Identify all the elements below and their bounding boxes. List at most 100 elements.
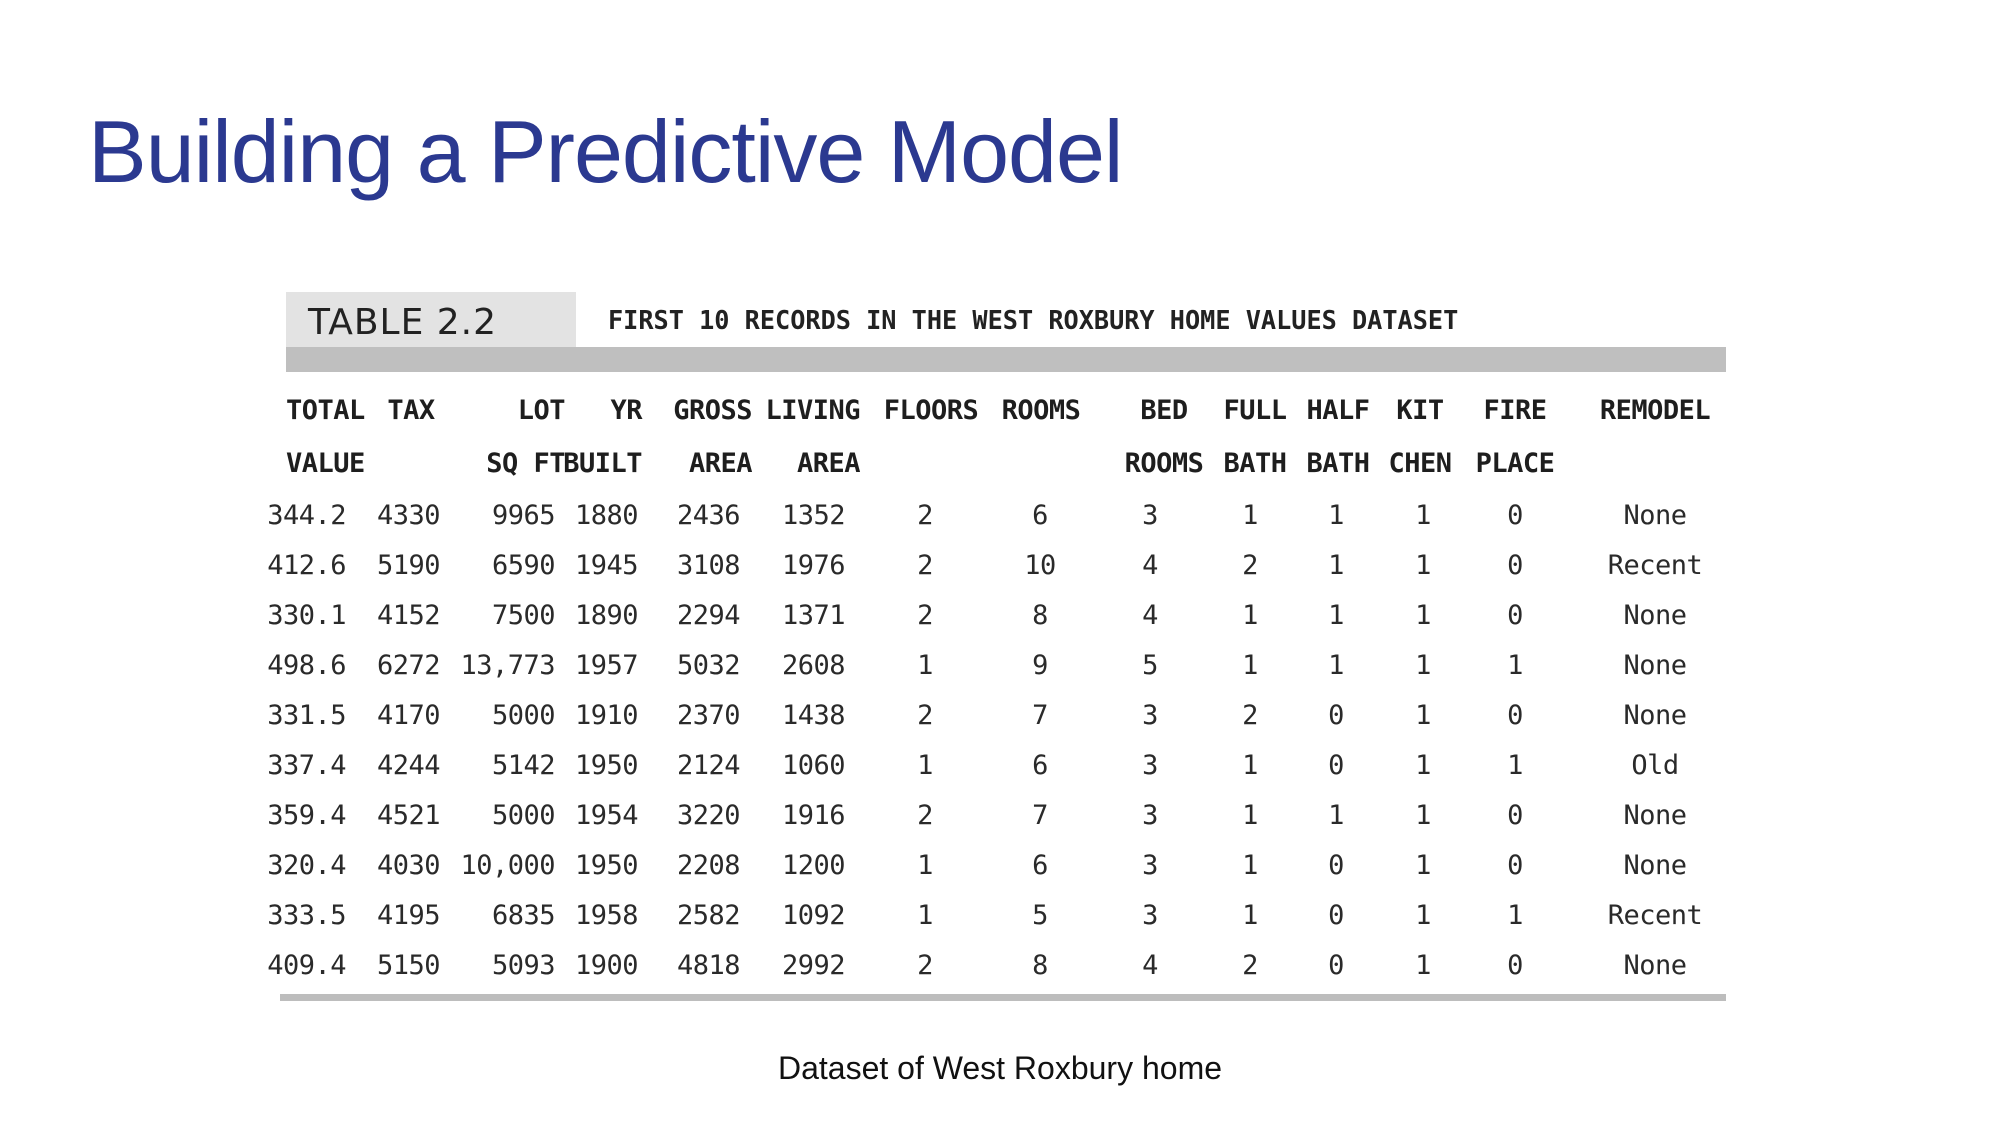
cell-remodel: None xyxy=(1623,699,1687,731)
table-number-box: TABLE 2.2 xyxy=(286,292,576,347)
cell-tax: 5190 xyxy=(376,549,441,581)
cell-tax: 4195 xyxy=(376,899,441,931)
cell-remodel: Recent xyxy=(1607,549,1703,581)
cell-gross-area: 2436 xyxy=(676,499,741,531)
header-bed-rooms: ROOMS xyxy=(1124,448,1204,479)
cell-bed-rooms: 4 xyxy=(1142,549,1158,581)
cell-remodel: Old xyxy=(1631,749,1679,781)
table-row: 333.5 4195 6835 1958 2582 1092 1 5 3 1 0 1 1 Recent xyxy=(267,890,1726,940)
cell-fireplace: 0 xyxy=(1507,549,1523,581)
cell-gross-area: 5032 xyxy=(676,649,741,681)
cell-rooms: 6 xyxy=(1032,849,1048,881)
header-kitchen: CHEN xyxy=(1388,448,1452,479)
cell-kitchen: 1 xyxy=(1415,599,1431,631)
table-caption: FIRST 10 RECORDS IN THE WEST ROXBURY HOM… xyxy=(608,306,1459,336)
table-figure: TABLE 2.2 FIRST 10 RECORDS IN THE WEST R… xyxy=(267,292,1726,1001)
header-lot-sq-ft: SQ FT xyxy=(486,448,565,479)
cell-lot-sq-ft: 6590 xyxy=(491,549,556,581)
header-floors xyxy=(880,437,982,490)
cell-bed-rooms: 4 xyxy=(1142,949,1158,981)
table-number: TABLE 2.2 xyxy=(308,302,498,343)
header-yr-built: YR xyxy=(610,395,642,426)
header-bed-rooms: BED xyxy=(1140,395,1188,426)
cell-gross-area: 2294 xyxy=(676,599,741,631)
header-half-bath: BATH xyxy=(1306,448,1370,479)
cell-fireplace: 0 xyxy=(1507,699,1523,731)
cell-rooms: 8 xyxy=(1032,599,1048,631)
table-row: 330.1 4152 7500 1890 2294 1371 2 8 4 1 1 1 0 None xyxy=(267,590,1726,640)
cell-full-bath: 1 xyxy=(1242,499,1258,531)
cell-half-bath: 0 xyxy=(1328,949,1344,981)
cell-bed-rooms: 3 xyxy=(1142,499,1158,531)
header-kitchen: KIT xyxy=(1396,395,1444,426)
cell-tax: 4170 xyxy=(376,699,441,731)
cell-bed-rooms: 3 xyxy=(1142,899,1158,931)
cell-half-bath: 1 xyxy=(1328,799,1344,831)
cell-kitchen: 1 xyxy=(1415,799,1431,831)
table-header-row: TOTAL TAX LOT YR GROSS LIVING FLOORS ROOMS BED FU… xyxy=(280,384,1726,437)
cell-living-area: 1371 xyxy=(781,599,846,631)
cell-lot-sq-ft: 6835 xyxy=(491,899,556,931)
table-header-row: VALUE SQ FT BUILT AREA AREA ROOMS BATH BATH CHEN… xyxy=(280,437,1726,490)
cell-yr-built: 1880 xyxy=(574,499,639,531)
cell-gross-area: 2370 xyxy=(676,699,741,731)
header-total-value: VALUE xyxy=(286,448,365,479)
cell-fireplace: 0 xyxy=(1507,599,1523,631)
header-tax xyxy=(376,437,446,490)
cell-floors: 1 xyxy=(917,899,933,931)
cell-half-bath: 1 xyxy=(1328,649,1344,681)
cell-living-area: 1200 xyxy=(781,849,846,881)
table-row: 337.4 4244 5142 1950 2124 1060 1 6 3 1 0 1 1 Old xyxy=(267,740,1726,790)
cell-tax: 5150 xyxy=(376,949,441,981)
cell-yr-built: 1910 xyxy=(574,699,639,731)
cell-bed-rooms: 3 xyxy=(1142,849,1158,881)
cell-living-area: 1092 xyxy=(781,899,846,931)
cell-full-bath: 1 xyxy=(1242,899,1258,931)
cell-yr-built: 1950 xyxy=(574,849,639,881)
cell-yr-built: 1945 xyxy=(574,549,639,581)
cell-lot-sq-ft: 5142 xyxy=(491,749,556,781)
header-total-value: TOTAL xyxy=(286,395,365,426)
cell-fireplace: 0 xyxy=(1507,499,1523,531)
cell-rooms: 10 xyxy=(1024,549,1056,581)
header-yr-built: BUILT xyxy=(563,448,642,479)
cell-total-value: 359.4 xyxy=(267,799,346,831)
cell-lot-sq-ft: 5093 xyxy=(491,949,556,981)
header-remodel xyxy=(1580,437,1730,490)
cell-rooms: 7 xyxy=(1032,799,1048,831)
cell-floors: 2 xyxy=(917,499,933,531)
cell-kitchen: 1 xyxy=(1415,549,1431,581)
cell-half-bath: 0 xyxy=(1328,849,1344,881)
cell-floors: 2 xyxy=(917,549,933,581)
cell-gross-area: 2208 xyxy=(676,849,741,881)
cell-yr-built: 1958 xyxy=(574,899,639,931)
cell-floors: 2 xyxy=(917,799,933,831)
table-row: 359.4 4521 5000 1954 3220 1916 2 7 3 1 1 1 0 None xyxy=(267,790,1726,840)
header-remodel: REMODEL xyxy=(1599,395,1711,426)
cell-floors: 2 xyxy=(917,949,933,981)
cell-remodel: Recent xyxy=(1607,899,1703,931)
cell-full-bath: 1 xyxy=(1242,799,1258,831)
cell-full-bath: 1 xyxy=(1242,749,1258,781)
cell-living-area: 1352 xyxy=(781,499,846,531)
cell-living-area: 2608 xyxy=(781,649,846,681)
cell-remodel: None xyxy=(1623,849,1687,881)
cell-tax: 6272 xyxy=(376,649,441,681)
cell-lot-sq-ft: 9965 xyxy=(491,499,556,531)
cell-kitchen: 1 xyxy=(1415,899,1431,931)
cell-rooms: 6 xyxy=(1032,749,1048,781)
table-caption-row: TABLE 2.2 FIRST 10 RECORDS IN THE WEST R… xyxy=(280,292,1726,347)
table-top-rule xyxy=(286,347,1726,372)
cell-floors: 2 xyxy=(917,699,933,731)
cell-floors: 1 xyxy=(917,849,933,881)
cell-lot-sq-ft: 10,000 xyxy=(460,849,555,881)
header-tax: TAX xyxy=(387,395,435,426)
header-living-area: LIVING xyxy=(765,395,860,426)
cell-rooms: 9 xyxy=(1032,649,1048,681)
header-lot-sq-ft: LOT xyxy=(517,395,566,426)
figure-caption: Dataset of West Roxbury home xyxy=(777,1050,1223,1086)
cell-living-area: 1916 xyxy=(781,799,846,831)
cell-kitchen: 1 xyxy=(1415,949,1431,981)
cell-full-bath: 2 xyxy=(1242,949,1258,981)
cell-floors: 1 xyxy=(917,749,933,781)
